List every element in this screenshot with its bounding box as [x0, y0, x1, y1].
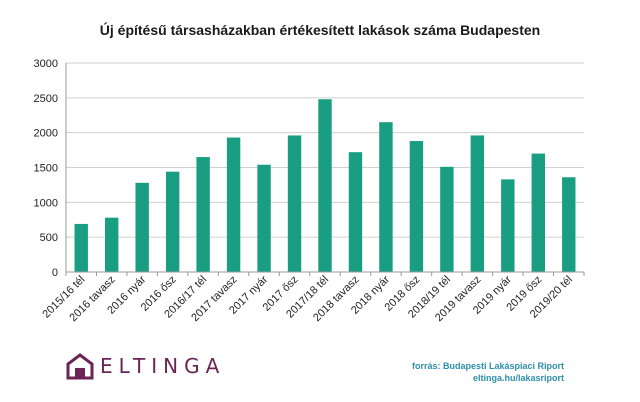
bar	[379, 122, 393, 272]
eltinga-logo: ELTINGA	[66, 352, 225, 380]
source-note: forrás: Budapesti Lakáspiaci Riport elti…	[412, 360, 564, 384]
bar	[196, 157, 210, 272]
y-tick-label: 2500	[34, 93, 58, 105]
source-line-1: forrás: Budapesti Lakáspiaci Riport	[411, 361, 564, 371]
y-tick-label: 500	[40, 232, 58, 244]
chart-title: Új építésű társasházakban értékesített l…	[99, 22, 541, 38]
y-tick-label: 0	[52, 267, 58, 279]
bar	[105, 217, 119, 272]
bar	[531, 153, 545, 272]
y-tick-label: 1000	[34, 197, 58, 209]
source-line-2: eltinga.hu/lakasriport	[472, 373, 564, 383]
bar	[226, 137, 241, 272]
y-tick-label: 3000	[34, 58, 58, 70]
y-tick-label: 1500	[34, 163, 58, 175]
logo-text: ELTINGA	[100, 354, 226, 378]
house-logo-icon	[66, 353, 94, 380]
bar	[287, 135, 302, 272]
bar	[318, 99, 332, 272]
bar	[74, 223, 88, 272]
bar	[165, 171, 180, 272]
bar	[257, 164, 271, 272]
bar	[501, 179, 515, 272]
bar	[135, 182, 149, 272]
bar	[562, 177, 576, 272]
bar	[348, 152, 363, 272]
bar	[470, 135, 485, 272]
bar	[409, 141, 424, 272]
bars	[74, 99, 576, 272]
y-tick-label: 2000	[34, 128, 58, 140]
y-axis: 0 500 1000 1500 2000 2500 3000	[34, 58, 67, 279]
bar	[440, 166, 454, 272]
